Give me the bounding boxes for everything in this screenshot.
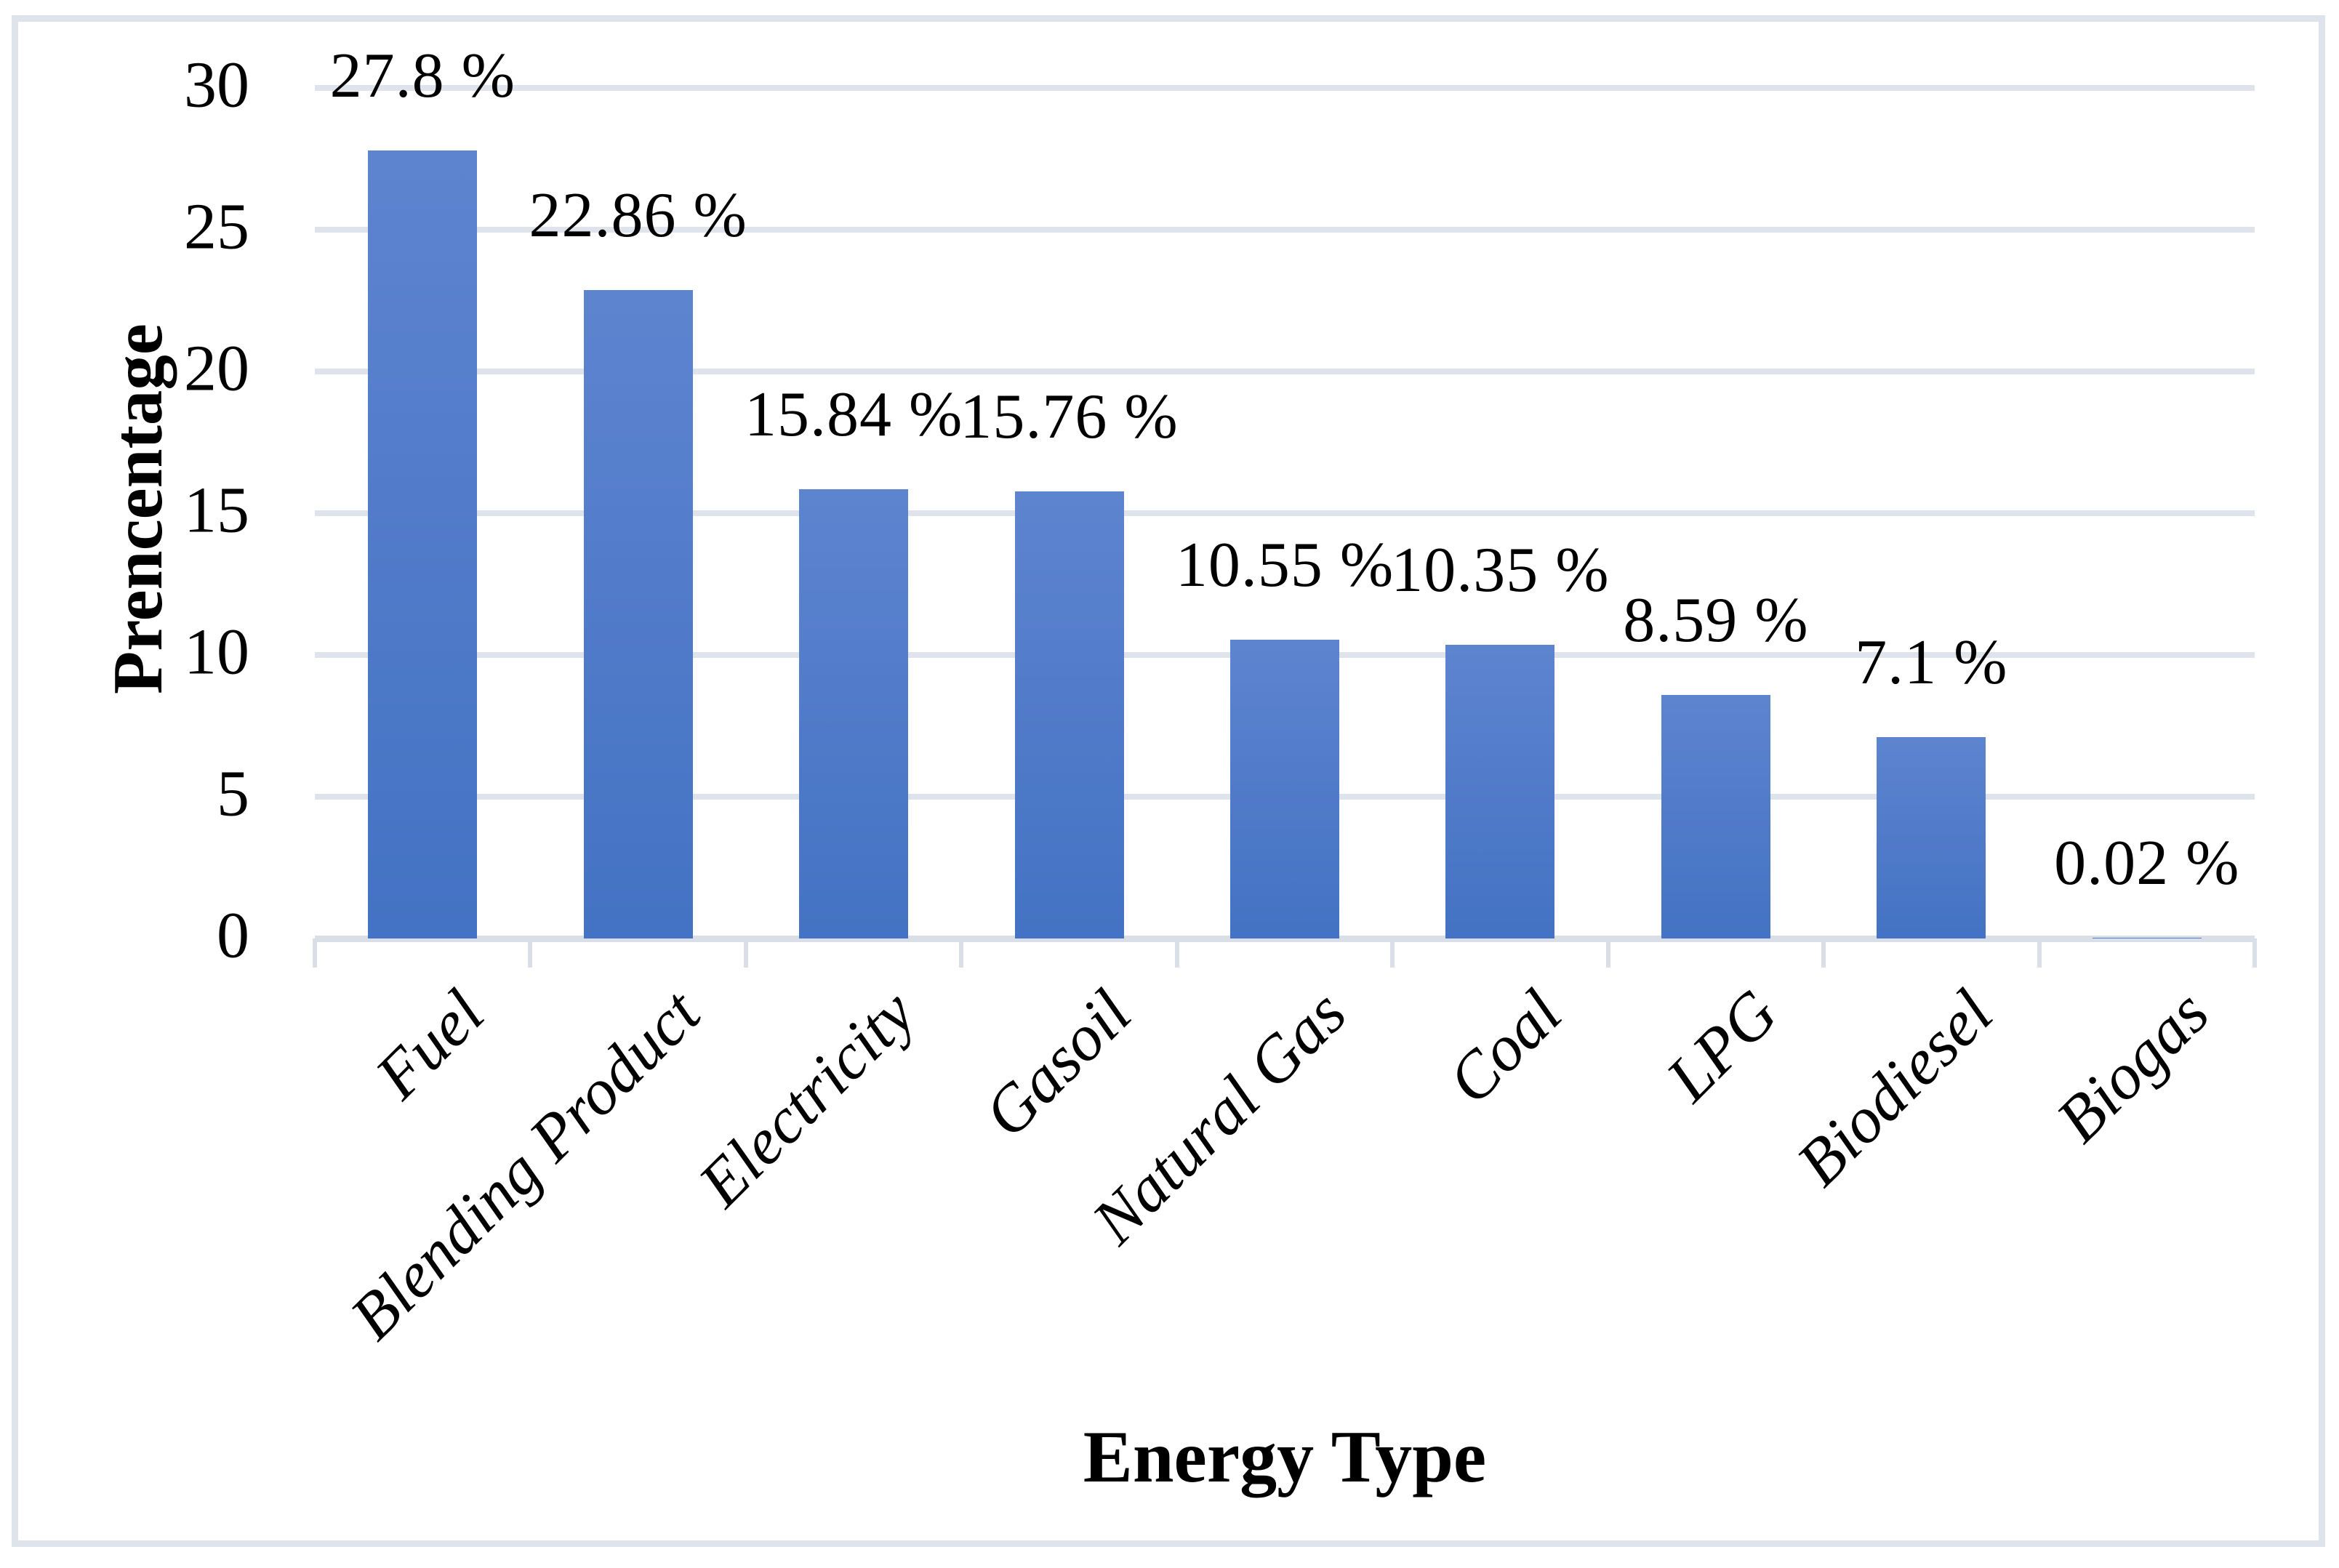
x-tick-mark [743,938,748,968]
x-tick-mark [1821,938,1826,968]
data-label-blending-product: 22.86 % [529,180,747,251]
bar-blending-product [583,290,693,938]
data-label-fuel: 27.8 % [329,41,515,111]
bar-coal [1445,645,1555,938]
bar-biodiesel [1877,737,1986,938]
data-label-lpg: 8.59 % [1623,585,1809,656]
gridline-30 [315,85,2255,91]
y-axis-title: Prencentage [99,323,177,694]
data-label-gasoil: 15.76 % [960,382,1179,452]
chart-border [12,15,2325,1547]
x-axis-title: Energy Type [1083,1416,1487,1498]
gridline-20 [315,369,2255,374]
data-label-biodiesel: 7.1 % [1855,627,2008,698]
bar-natural-gas [1230,640,1339,938]
x-tick-mark [313,938,317,968]
y-tick-label-0: 0 [217,899,249,972]
x-tick-mark [528,938,533,968]
x-axis-line [315,936,2255,942]
bar-electricity [799,489,909,938]
x-tick-mark [2252,938,2257,968]
x-tick-mark [1174,938,1179,968]
gridline-15 [315,510,2255,516]
data-label-biogas: 0.02 % [2054,828,2240,898]
x-tick-mark [959,938,964,968]
y-tick-label-20: 20 [184,332,249,405]
data-label-coal: 10.35 % [1391,535,1610,606]
data-label-natural-gas: 10.55 % [1175,530,1395,600]
bar-fuel [368,150,478,938]
y-tick-label-5: 5 [217,757,249,830]
gridline-25 [315,227,2255,233]
y-tick-label-10: 10 [184,616,249,688]
y-tick-label-30: 30 [184,49,249,121]
y-tick-label-15: 15 [184,474,249,547]
bar-lpg [1661,695,1770,938]
x-tick-mark [1390,938,1395,968]
y-tick-label-25: 25 [184,190,249,263]
x-tick-mark [1605,938,1610,968]
bar-gasoil [1014,491,1124,938]
x-tick-mark [2037,938,2042,968]
data-label-electricity: 15.84 % [744,379,963,450]
